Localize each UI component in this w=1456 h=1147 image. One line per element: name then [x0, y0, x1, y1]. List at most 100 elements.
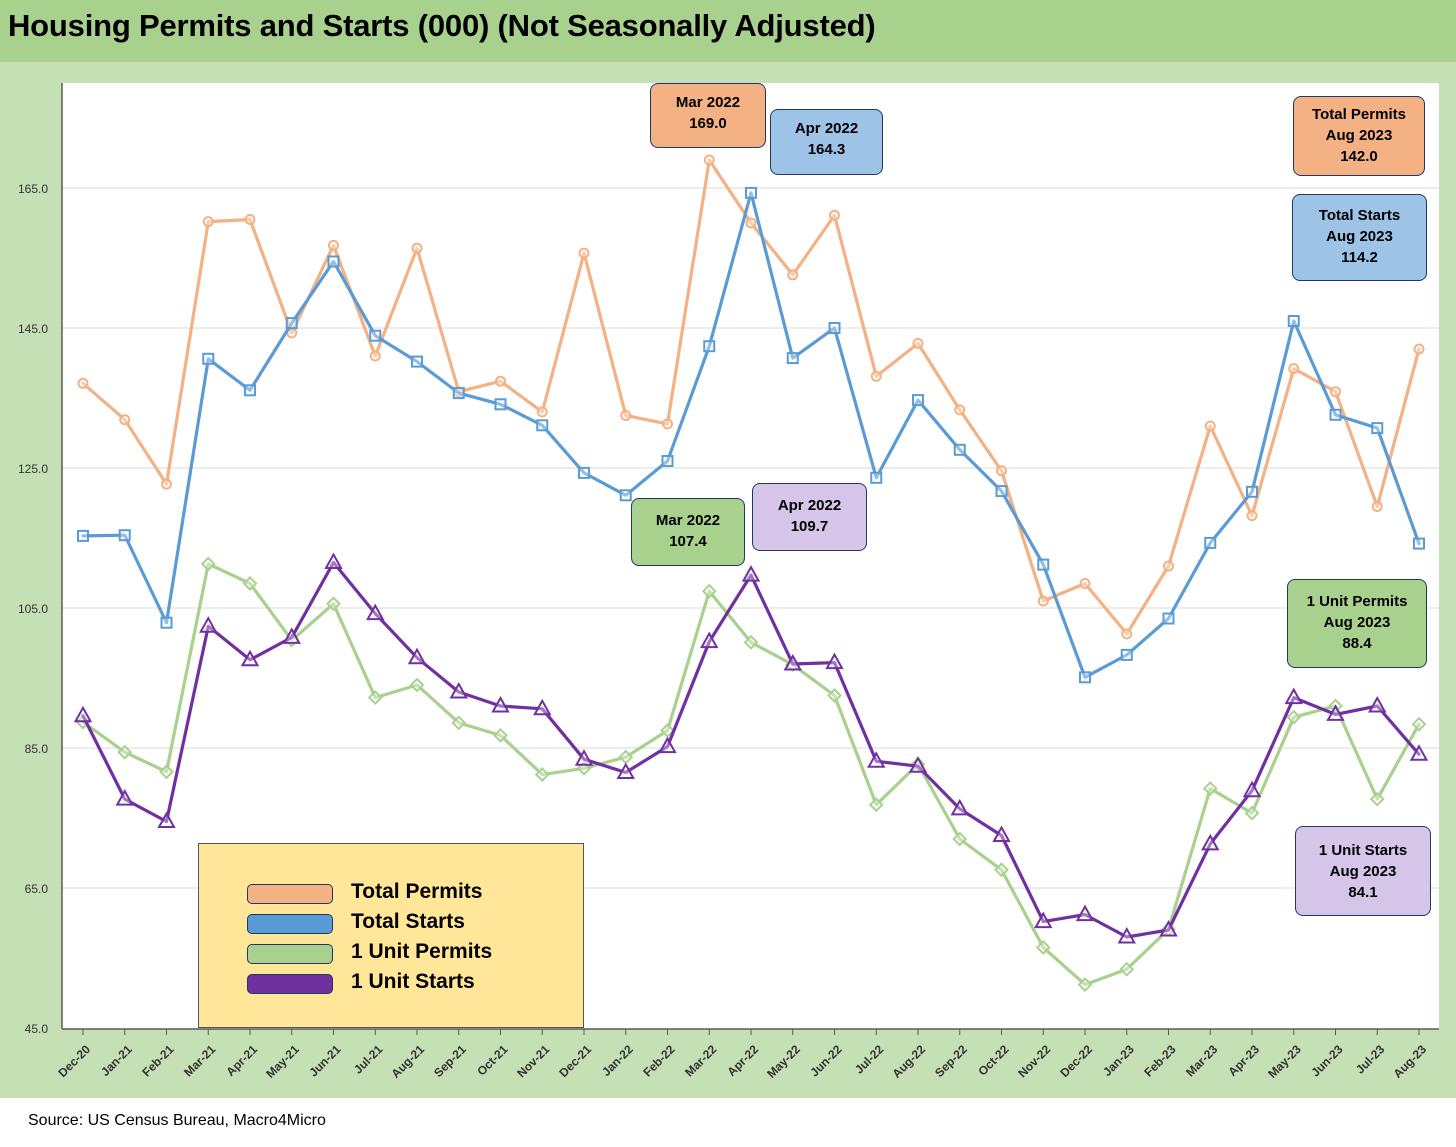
data-point — [327, 255, 340, 268]
footer: Source: US Census Bureau, Macro4Micro — [0, 1098, 1456, 1147]
data-point — [285, 317, 298, 330]
callout-line: 84.1 — [1348, 884, 1378, 901]
data-point — [1246, 485, 1258, 498]
callout-mar22-1-unit-permits: Mar 2022 107.4 — [631, 498, 745, 566]
series-line-1-unit-starts — [81, 560, 1421, 939]
data-point — [1329, 408, 1342, 421]
data-point — [1201, 833, 1220, 851]
data-point — [77, 377, 89, 389]
data-point — [1204, 420, 1216, 432]
data-point — [787, 269, 799, 281]
legend-label: Total Starts — [351, 910, 465, 933]
x-tick-label: Jul-23 — [1353, 1042, 1388, 1077]
callout-line: Aug 2023 — [1325, 127, 1393, 144]
callout-total-permits-aug23: Total Permits Aug 2023 142.0 — [1293, 96, 1425, 176]
data-point — [829, 209, 840, 221]
data-point — [578, 247, 590, 259]
data-point — [73, 705, 93, 723]
data-point — [495, 375, 506, 387]
data-point — [1162, 612, 1175, 625]
data-point — [1371, 501, 1383, 512]
data-point — [743, 634, 759, 650]
data-point — [1204, 536, 1217, 549]
data-point — [954, 404, 966, 416]
data-point — [745, 186, 757, 199]
y-tick-label: 85.0 — [25, 742, 49, 756]
chart-title: Housing Permits and Starts (000) (Not Se… — [8, 8, 876, 43]
callout-line: Mar 2022 — [655, 512, 721, 529]
data-point — [700, 631, 719, 649]
data-point — [1163, 560, 1174, 572]
x-tick-label: Mar-22 — [682, 1042, 719, 1079]
data-point — [157, 811, 176, 828]
data-point — [1411, 716, 1427, 732]
callout-line: Total Starts — [1318, 207, 1401, 224]
x-tick-label: Aug-21 — [388, 1042, 427, 1081]
data-point — [912, 394, 924, 407]
data-point — [117, 744, 133, 760]
data-point — [451, 715, 467, 731]
callout-line: 114.2 — [1341, 249, 1378, 266]
data-point — [199, 616, 218, 633]
data-point — [1117, 926, 1136, 944]
x-tick-label: Apr-22 — [724, 1042, 761, 1079]
data-point — [995, 485, 1008, 498]
data-point — [827, 688, 842, 703]
data-point — [996, 465, 1007, 477]
x-tick-label: Jan-23 — [1100, 1042, 1137, 1079]
callout-apr22-1-unit-starts: Apr 2022 109.7 — [752, 483, 867, 551]
y-tick-label: 125.0 — [18, 462, 48, 476]
legend: Total Permits Total Starts 1 Unit Permit… — [198, 843, 584, 1028]
data-point — [536, 419, 549, 432]
x-tick-label: Mar-21 — [181, 1042, 218, 1079]
data-point — [616, 762, 635, 779]
data-point — [1037, 558, 1050, 571]
callout-1-unit-starts-aug23: 1 Unit Starts Aug 2023 84.1 — [1295, 826, 1431, 916]
data-point — [1246, 510, 1258, 522]
x-tick-label: Apr-21 — [223, 1042, 260, 1079]
x-tick-label: Jun-23 — [1308, 1042, 1345, 1079]
data-point — [912, 337, 924, 349]
data-point — [244, 384, 256, 397]
callout-line: 164.3 — [807, 141, 846, 158]
data-point — [741, 565, 761, 582]
data-point — [1326, 704, 1345, 721]
x-tick-label: Jan-22 — [599, 1042, 636, 1079]
x-tick-label: Dec-21 — [556, 1042, 594, 1080]
callout-line: Mar 2022 — [675, 94, 741, 111]
data-point — [202, 352, 215, 365]
x-tick-label: Feb-21 — [139, 1042, 176, 1079]
data-point — [369, 350, 381, 362]
data-point — [1287, 315, 1300, 327]
callout-line: 107.4 — [669, 533, 707, 550]
x-tick-label: Sep-22 — [932, 1042, 970, 1080]
data-point — [574, 749, 594, 766]
data-point — [703, 154, 715, 166]
series-line-total-starts — [81, 191, 1421, 679]
data-point — [1159, 919, 1178, 937]
x-tick-label: Oct-22 — [975, 1042, 1012, 1079]
data-point — [868, 797, 884, 813]
callout-line: Aug 2023 — [1329, 863, 1397, 880]
data-point — [1079, 578, 1091, 589]
data-point — [1121, 628, 1133, 640]
data-point — [1368, 695, 1387, 713]
x-tick-label: Mar-23 — [1183, 1042, 1220, 1079]
x-tick-label: May-21 — [263, 1042, 302, 1081]
data-point — [1079, 671, 1091, 684]
data-point — [870, 370, 882, 382]
data-point — [1244, 805, 1260, 821]
legend-label: 1 Unit Starts — [351, 970, 475, 993]
data-point — [661, 455, 674, 467]
data-point — [160, 616, 173, 629]
data-point — [825, 652, 844, 670]
data-point — [282, 627, 301, 644]
legend-swatch-1-unit-permits — [247, 944, 333, 964]
data-point — [1413, 537, 1425, 550]
callout-line: 142.0 — [1340, 148, 1378, 165]
data-point — [658, 736, 677, 754]
y-tick-label: 45.0 — [25, 1022, 49, 1036]
data-point — [115, 789, 134, 806]
x-tick-label: Dec-22 — [1057, 1042, 1095, 1080]
data-point — [411, 355, 423, 368]
